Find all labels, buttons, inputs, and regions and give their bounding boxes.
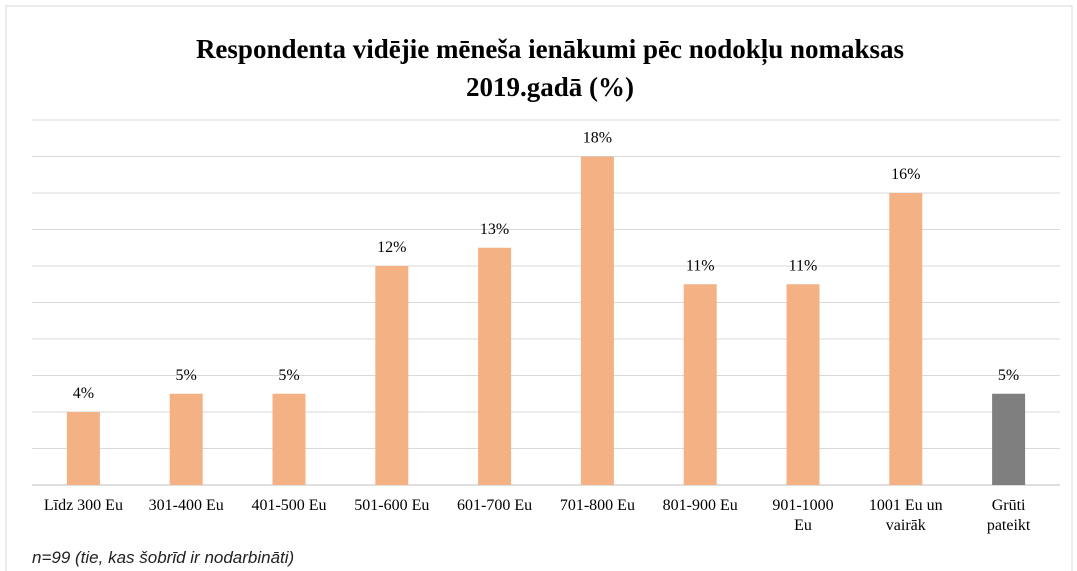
data-label: 11%: [686, 257, 715, 274]
data-label: 5%: [176, 367, 197, 384]
data-label: 13%: [480, 221, 509, 238]
data-label: 5%: [998, 367, 1019, 384]
bar: [66, 412, 100, 485]
bar: [786, 284, 820, 485]
bar: [580, 156, 614, 485]
x-tick-label: Līdz 300 Eu: [43, 497, 123, 514]
data-label: 4%: [73, 385, 94, 402]
x-tick-label: 901-1000 Eu: [772, 497, 834, 534]
x-tick-label: 601-700 Eu: [457, 497, 533, 514]
x-tick-label: 1001 Eu un vairāk: [868, 497, 943, 534]
bar: [683, 284, 717, 485]
bar: [272, 393, 306, 485]
x-tick-label: 301-400 Eu: [148, 497, 224, 514]
data-label: 11%: [789, 257, 818, 274]
chart-border: [5, 5, 1073, 571]
footnote: n=99 (tie, kas šobrīd ir nodarbināti): [32, 548, 295, 567]
bar: [169, 393, 203, 485]
x-tick-label: Grūti pateikt: [986, 497, 1031, 534]
bar: [889, 193, 923, 485]
chart-title: Respondenta vidējie mēneša ienākumi pēc …: [195, 34, 905, 102]
x-tick-label: 801-900 Eu: [662, 497, 738, 514]
bar: [992, 393, 1026, 485]
x-tick-label: 501-600 Eu: [354, 497, 430, 514]
bar: [375, 266, 409, 485]
data-label: 18%: [583, 130, 612, 147]
x-tick-label: 401-500 Eu: [251, 497, 327, 514]
data-label: 16%: [891, 166, 920, 183]
x-tick-label: 701-800 Eu: [559, 497, 635, 514]
data-label: 12%: [377, 239, 406, 256]
data-label: 5%: [278, 367, 299, 384]
bar: [478, 247, 512, 485]
